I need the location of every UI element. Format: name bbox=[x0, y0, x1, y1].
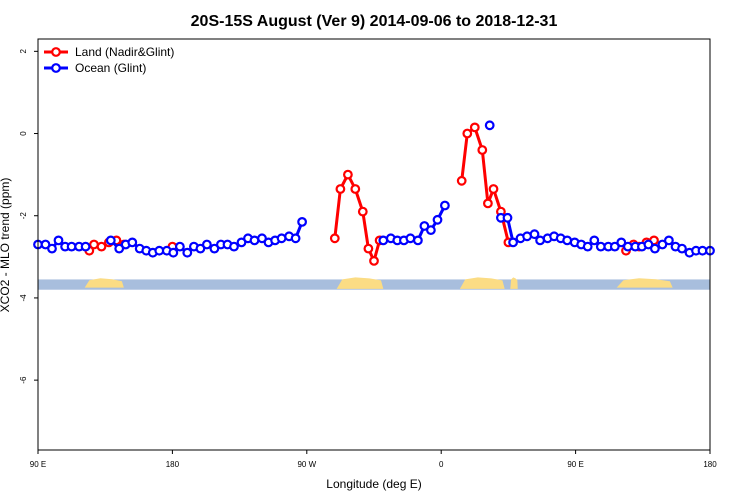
x-tick-label-3: 90 W bbox=[297, 460, 316, 469]
ocean-point-73 bbox=[657, 239, 668, 250]
x-tick-label-6: 180 bbox=[703, 460, 717, 469]
legend-ocean-label: Ocean (Glint) bbox=[75, 61, 146, 75]
ocean-point-63 bbox=[589, 235, 600, 246]
ocean-point-66 bbox=[609, 241, 620, 252]
ocean-point-4 bbox=[53, 235, 64, 246]
ocean-point-76 bbox=[677, 243, 687, 254]
land-point-19 bbox=[477, 145, 488, 155]
land-point-9 bbox=[335, 184, 346, 194]
land-point-12 bbox=[357, 206, 368, 217]
land-point-10 bbox=[343, 169, 353, 180]
land-point-21 bbox=[488, 184, 499, 194]
ocean-point-27 bbox=[229, 241, 239, 252]
x-axis-label: Longitude (deg E) bbox=[326, 477, 421, 491]
ocean-point-71 bbox=[643, 239, 654, 250]
ocean-point-37 bbox=[297, 216, 308, 227]
land-strip-3 bbox=[459, 277, 505, 289]
ocean-point-22 bbox=[195, 243, 206, 254]
ocean-point-12 bbox=[127, 237, 138, 248]
chart-title: 20S-15S August (Ver 9) 2014-09-06 to 201… bbox=[191, 13, 558, 30]
ocean-point-67 bbox=[616, 237, 627, 248]
ocean-point-51 bbox=[508, 237, 518, 248]
ocean-point-18 bbox=[168, 247, 179, 258]
ocean-point-45 bbox=[426, 225, 436, 236]
land-strip-1 bbox=[84, 278, 124, 288]
ocean-point-8 bbox=[80, 241, 91, 252]
land-point-13 bbox=[363, 243, 374, 254]
surface-strip bbox=[38, 277, 710, 290]
legend-land-label: Land (Nadir&Glint) bbox=[75, 45, 174, 59]
land-point-11 bbox=[350, 184, 361, 194]
x-tick-label-4: 0 bbox=[439, 460, 444, 469]
y-tick-label-5: -6 bbox=[19, 376, 28, 384]
ocean-point-74 bbox=[664, 235, 674, 246]
legend-ocean-marker bbox=[51, 63, 61, 73]
plot-frame bbox=[37, 38, 711, 451]
ocean-point-48 bbox=[484, 120, 495, 131]
ocean-point-62 bbox=[582, 241, 593, 252]
land-point-3 bbox=[96, 241, 107, 252]
y-axis-label: XCO2 - MLO trend (ppm) bbox=[0, 178, 12, 313]
land-point-17 bbox=[462, 128, 473, 139]
ocean-point-31 bbox=[257, 233, 267, 244]
land-point-14 bbox=[369, 256, 379, 266]
land-point-8 bbox=[329, 233, 340, 244]
land-point-16 bbox=[456, 175, 467, 186]
y-tick-label-1: 2 bbox=[19, 49, 28, 54]
ocean-point-9 bbox=[105, 235, 116, 246]
ocean-point-28 bbox=[236, 237, 247, 248]
ocean-point-19 bbox=[174, 241, 185, 252]
legend: Land (Nadir&Glint) Ocean (Glint) bbox=[44, 45, 174, 75]
y-tick-label-2: 0 bbox=[19, 131, 28, 136]
series-layer bbox=[33, 120, 715, 266]
ocean-point-2 bbox=[40, 239, 51, 250]
x-axis: 90 E 180 90 W 0 90 E 180 bbox=[30, 450, 717, 469]
land-strip-2 bbox=[336, 277, 384, 289]
ocean-point-36 bbox=[290, 233, 301, 244]
ocean-point-50 bbox=[502, 212, 513, 223]
ocean-point-24 bbox=[209, 243, 220, 254]
ocean-point-54 bbox=[529, 229, 540, 240]
ocean-point-23 bbox=[201, 239, 212, 250]
x-tick-label-2: 180 bbox=[166, 460, 180, 469]
land-point-18 bbox=[469, 122, 480, 133]
y-tick-label-3: -2 bbox=[19, 212, 28, 220]
land-strip-5 bbox=[616, 278, 673, 288]
land-strip-4 bbox=[510, 277, 518, 289]
ocean-point-44 bbox=[419, 221, 430, 231]
ocean-point-47 bbox=[440, 200, 450, 211]
ocean-point-43 bbox=[413, 235, 423, 246]
ocean-point-46 bbox=[432, 214, 443, 225]
ocean-point-20 bbox=[182, 247, 193, 258]
y-tick-label-4: -4 bbox=[19, 294, 28, 302]
land-point-20 bbox=[483, 198, 493, 209]
x-tick-label-5: 90 E bbox=[567, 460, 583, 469]
ocean-point-3 bbox=[47, 243, 57, 254]
ocean-point-10 bbox=[114, 243, 125, 254]
y-axis: 2 0 -2 -4 -6 bbox=[19, 49, 38, 384]
x-tick-label-1: 90 E bbox=[30, 460, 46, 469]
ocean-point-72 bbox=[650, 243, 660, 254]
legend-land-marker bbox=[51, 47, 61, 57]
